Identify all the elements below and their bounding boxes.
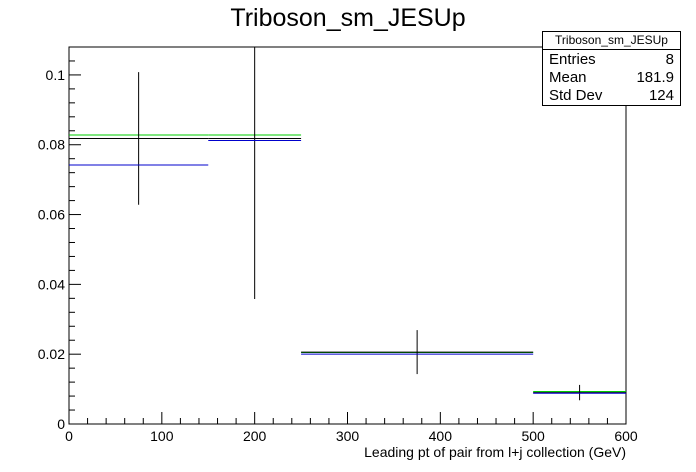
stats-label: Entries [549,51,596,68]
x-tick-label: 200 [243,428,267,444]
stats-row-stddev: Std Dev 124 [543,86,680,104]
stats-box: Triboson_sm_JESUp Entries 8 Mean 181.9 S… [542,31,681,106]
x-tick-label: 500 [521,428,545,444]
y-tick-label: 0 [57,416,65,432]
x-tick-label: 400 [429,428,453,444]
x-axis-label: Leading pt of pair from l+j collection (… [364,444,626,460]
stats-label: Std Dev [549,87,603,104]
y-tick-label: 0.02 [38,346,65,362]
stats-label: Mean [549,69,587,86]
stats-value: 8 [665,51,674,68]
tick-labels: 0 100 200 300 400 500 600 0 0.02 0.04 0.06 0.08 0.1 [38,67,638,444]
chart-title: Triboson_sm_JESUp [230,4,466,32]
y-tick-label: 0.1 [46,67,66,83]
x-tick-label: 100 [150,428,174,444]
stats-row-entries: Entries 8 [543,50,680,68]
y-tick-label: 0.06 [38,207,65,223]
axis-ticks [68,46,627,425]
data-series [69,47,626,401]
y-tick-label: 0.08 [38,137,65,153]
y-tick-label: 0.04 [38,276,65,292]
stats-value: 181.9 [636,69,674,86]
x-tick-label: 0 [65,428,73,444]
stats-box-title: Triboson_sm_JESUp [543,32,680,50]
stats-value: 124 [648,87,674,104]
x-tick-label: 300 [336,428,360,444]
stats-row-mean: Mean 181.9 [543,68,680,86]
x-tick-label: 600 [614,428,638,444]
